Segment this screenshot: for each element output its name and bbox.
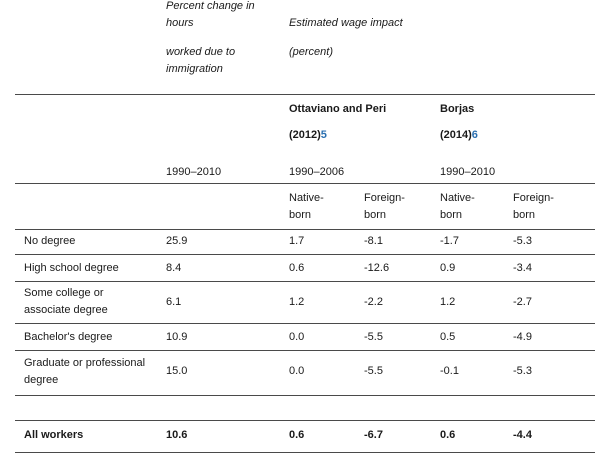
period-hours: 1990–2010 bbox=[166, 166, 222, 178]
subheader-op-native-line1: Native- bbox=[289, 192, 324, 204]
total-b-foreign-value: -4.4 bbox=[513, 429, 532, 441]
footnote-link-5[interactable]: 5 bbox=[320, 129, 327, 141]
op-foreign-value: -12.6 bbox=[364, 262, 390, 274]
study-ottaviano-peri-name: Ottaviano and Peri bbox=[289, 103, 387, 115]
total-hours-value: 10.6 bbox=[166, 429, 188, 441]
row-label: No degree bbox=[24, 235, 76, 247]
row-divider bbox=[15, 281, 595, 282]
op-native-value: 1.7 bbox=[289, 235, 305, 247]
b-foreign-value: -3.4 bbox=[513, 262, 532, 274]
row-label: Bachelor's degree bbox=[24, 331, 113, 343]
total-b-native-value: 0.6 bbox=[440, 429, 456, 441]
period-ottaviano-peri: 1990–2006 bbox=[289, 166, 345, 178]
total-divider bbox=[15, 420, 595, 421]
hours-title-line4: immigration bbox=[166, 63, 223, 75]
op-foreign-value: -8.1 bbox=[364, 235, 383, 247]
study-ottaviano-peri-year: (2012)5 bbox=[289, 129, 327, 141]
subheader-b-foreign-line2: born bbox=[513, 209, 536, 221]
hours-value: 6.1 bbox=[166, 296, 182, 308]
subheader-op-native-line2: born bbox=[289, 209, 312, 221]
row-label: Graduate or professional bbox=[24, 357, 146, 369]
op-foreign-value: -5.5 bbox=[364, 365, 383, 377]
hours-value: 15.0 bbox=[166, 365, 188, 377]
b-native-value: 0.9 bbox=[440, 262, 456, 274]
total-op-native-value: 0.6 bbox=[289, 429, 305, 441]
op-foreign-value: -5.5 bbox=[364, 331, 383, 343]
study-borjas-name: Borjas bbox=[440, 103, 475, 115]
b-native-value: 0.5 bbox=[440, 331, 456, 343]
period-divider bbox=[15, 183, 595, 184]
op-foreign-value: -2.2 bbox=[364, 296, 383, 308]
b-foreign-value: -5.3 bbox=[513, 365, 532, 377]
bottom-divider bbox=[15, 452, 595, 453]
total-label: All workers bbox=[24, 429, 84, 441]
footnote-link-6[interactable]: 6 bbox=[471, 129, 478, 141]
op-native-value: 1.2 bbox=[289, 296, 305, 308]
row-divider bbox=[15, 395, 595, 396]
subheader-b-native-line1: Native- bbox=[440, 192, 475, 204]
period-borjas: 1990–2010 bbox=[440, 166, 496, 178]
subheader-b-foreign-line1: Foreign- bbox=[513, 192, 554, 204]
wage-title-line2: (percent) bbox=[289, 46, 334, 58]
hours-value: 25.9 bbox=[166, 235, 188, 247]
row-divider bbox=[15, 350, 595, 351]
hours-title-line2: hours bbox=[166, 17, 194, 29]
row-label-line2: degree bbox=[24, 374, 59, 386]
b-native-value: -1.7 bbox=[440, 235, 459, 247]
op-native-value: 0.0 bbox=[289, 331, 305, 343]
subheader-op-foreign-line1: Foreign- bbox=[364, 192, 405, 204]
subheader-divider bbox=[15, 229, 595, 230]
hours-title-line3: worked due to bbox=[166, 46, 236, 58]
total-op-foreign-value: -6.7 bbox=[364, 429, 383, 441]
header-divider bbox=[15, 94, 595, 95]
hours-title-line1: Percent change in bbox=[166, 0, 255, 12]
hours-value: 10.9 bbox=[166, 331, 188, 343]
subheader-op-foreign-line2: born bbox=[364, 209, 387, 221]
b-foreign-value: -5.3 bbox=[513, 235, 532, 247]
op-native-value: 0.0 bbox=[289, 365, 305, 377]
row-label-line2: associate degree bbox=[24, 304, 108, 316]
subheader-b-native-line2: born bbox=[440, 209, 463, 221]
hours-value: 8.4 bbox=[166, 262, 182, 274]
row-label: Some college or bbox=[24, 287, 104, 299]
op-native-value: 0.6 bbox=[289, 262, 305, 274]
row-divider bbox=[15, 323, 595, 324]
b-native-value: -0.1 bbox=[440, 365, 459, 377]
b-foreign-value: -4.9 bbox=[513, 331, 532, 343]
b-foreign-value: -2.7 bbox=[513, 296, 532, 308]
b-native-value: 1.2 bbox=[440, 296, 456, 308]
row-label: High school degree bbox=[24, 262, 119, 274]
wage-title-line1: Estimated wage impact bbox=[289, 17, 403, 29]
row-divider bbox=[15, 254, 595, 255]
study-borjas-year: (2014)6 bbox=[440, 129, 478, 141]
